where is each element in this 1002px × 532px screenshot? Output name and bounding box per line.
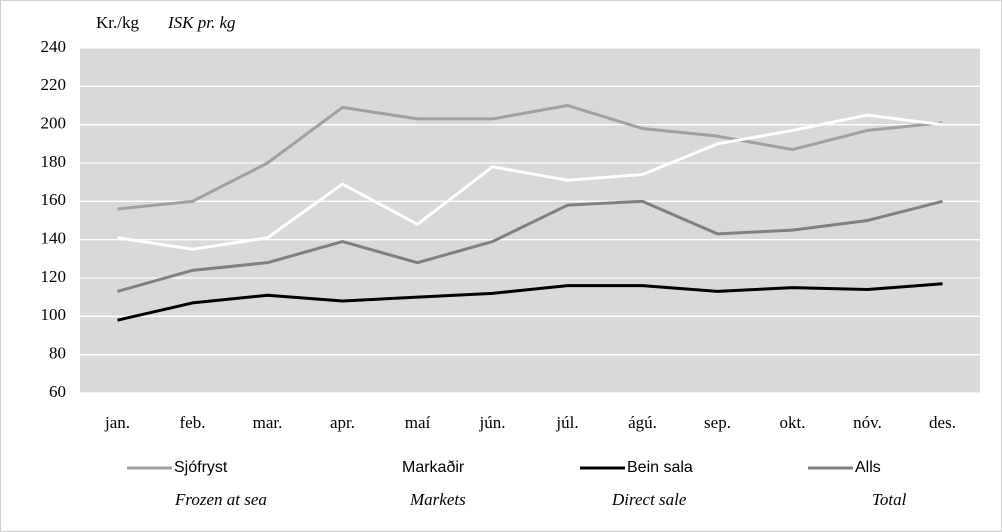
y-tick-label: 140 <box>41 229 67 248</box>
y-tick-label: 160 <box>41 190 67 209</box>
y-tick-label: 240 <box>41 37 67 56</box>
plot-area <box>80 48 980 393</box>
x-tick-label: jan. <box>104 413 130 432</box>
y-tick-label: 180 <box>41 152 67 171</box>
y-axis-label-en: ISK pr. kg <box>167 13 236 32</box>
y-axis-label: Kr./kg <box>96 13 139 32</box>
legend-translation: Frozen at sea <box>174 490 267 509</box>
legend-label: Sjófryst <box>174 459 228 476</box>
y-tick-label: 80 <box>49 344 66 363</box>
y-tick-label: 100 <box>41 305 67 324</box>
x-tick-label: sep. <box>704 413 731 432</box>
series-line <box>117 282 943 322</box>
y-tick-label: 60 <box>49 382 66 401</box>
x-tick-label: júl. <box>555 413 578 432</box>
legend-label: Bein sala <box>627 459 693 476</box>
x-tick-label: mar. <box>253 413 283 432</box>
legend-label: Alls <box>855 459 881 476</box>
x-tick-label: nóv. <box>853 413 882 432</box>
y-tick-label: 120 <box>41 267 67 286</box>
legend-translation: Direct sale <box>611 490 687 509</box>
x-tick-label: apr. <box>330 413 355 432</box>
x-tick-label: ágú. <box>628 413 657 432</box>
series-line <box>117 104 943 211</box>
series-line <box>117 199 943 293</box>
series-line <box>117 113 943 251</box>
x-tick-label: maí <box>405 413 431 432</box>
y-tick-label: 200 <box>41 114 67 133</box>
x-tick-label: feb. <box>180 413 206 432</box>
legend-translation: Total <box>872 490 907 509</box>
x-tick-label: okt. <box>780 413 806 432</box>
y-tick-label: 220 <box>41 75 67 94</box>
x-tick-label: des. <box>929 413 956 432</box>
x-tick-label: jún. <box>479 413 506 432</box>
legend-label: Markaðir <box>402 459 465 476</box>
legend-translation: Markets <box>409 490 466 509</box>
